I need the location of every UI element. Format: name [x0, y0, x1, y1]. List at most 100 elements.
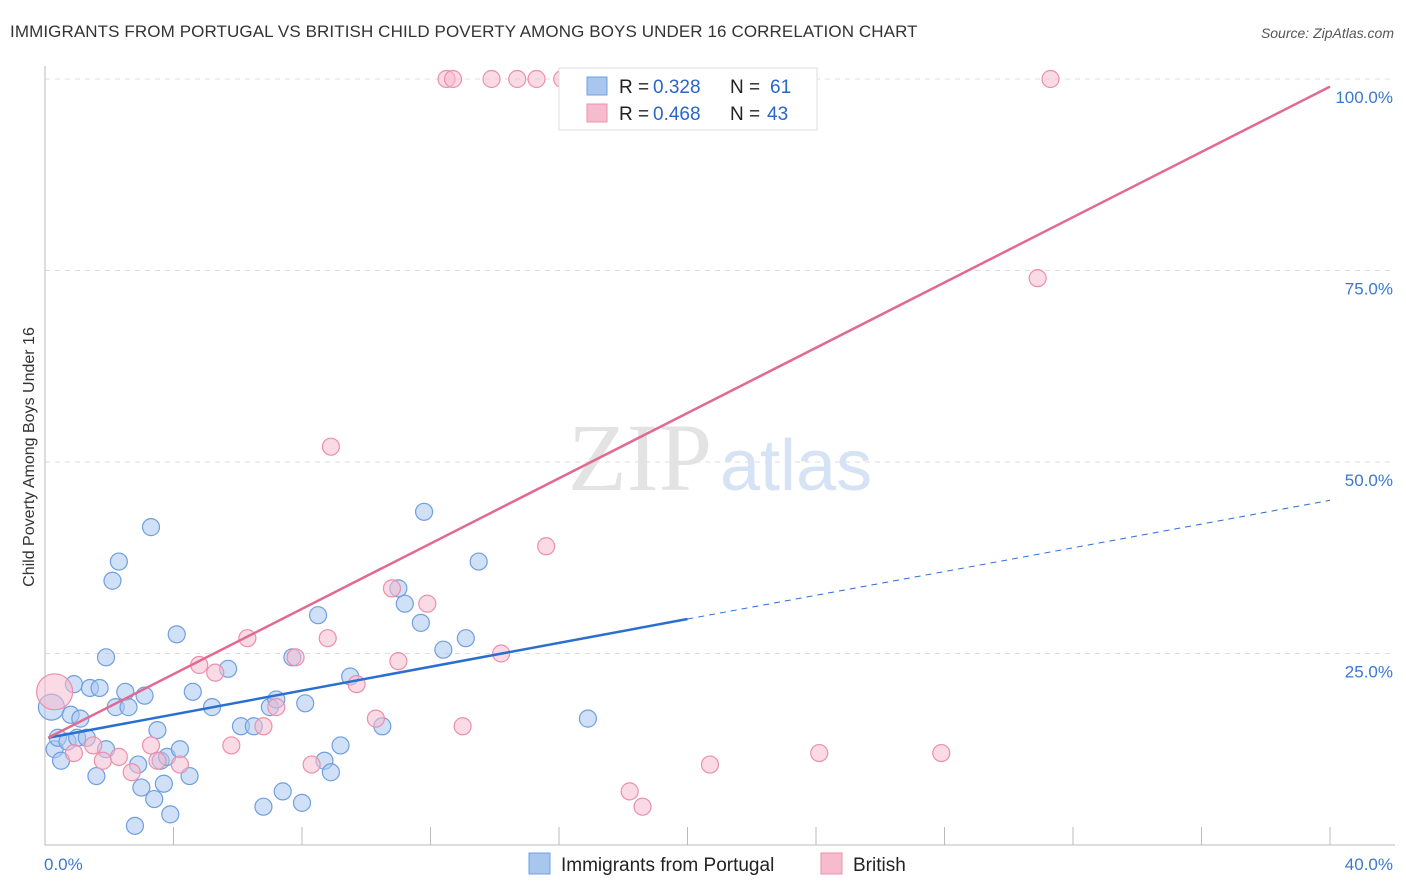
data-point-portugal — [145, 789, 164, 809]
data-point-british — [620, 782, 639, 801]
data-point-british — [206, 663, 225, 682]
data-point-portugal — [254, 797, 273, 816]
y-tick-label: 75.0% — [1345, 280, 1393, 299]
data-point-british — [366, 709, 385, 728]
data-point-british — [321, 437, 341, 456]
data-point-british — [36, 673, 74, 711]
data-point-portugal — [154, 774, 173, 793]
data-point-british — [633, 797, 652, 816]
data-point-portugal — [132, 778, 151, 797]
data-point-portugal — [141, 518, 161, 537]
data-point-british — [84, 736, 103, 755]
legend-r-value: 0.328 — [653, 77, 701, 98]
y-tick-label: 50.0% — [1345, 471, 1393, 490]
data-point-portugal — [414, 502, 434, 521]
data-point-portugal — [103, 571, 122, 590]
data-point-portugal — [119, 698, 138, 717]
data-point-portugal — [469, 552, 488, 571]
grid-layer — [45, 78, 1395, 654]
data-point-british — [537, 537, 556, 556]
data-point-british — [267, 698, 286, 717]
legend-swatch-blue — [586, 76, 608, 96]
bottom-legend-swatch-blue — [528, 852, 551, 875]
watermark: ZIP atlas — [568, 404, 872, 511]
y-axis-title: Child Poverty Among Boys Under 16 — [21, 327, 38, 587]
data-point-british — [932, 743, 951, 763]
data-point-british — [810, 743, 829, 763]
data-point-british — [1041, 69, 1060, 89]
data-point-portugal — [167, 625, 186, 644]
data-point-portugal — [148, 720, 167, 740]
data-point-portugal — [321, 763, 341, 782]
trend-line-portugal — [47, 617, 688, 739]
data-point-portugal — [183, 682, 202, 701]
axis-layer: 25.0% 50.0% 75.0% 100.0% 0.0% 40.0% — [44, 66, 1395, 874]
legend-n-value: 61 — [770, 77, 791, 98]
points-layer — [36, 69, 1060, 835]
data-point-portugal — [125, 816, 145, 835]
bottom-legend-label-british: British — [853, 855, 906, 876]
data-point-british — [64, 743, 84, 763]
data-point-british — [254, 717, 273, 736]
data-point-british — [443, 69, 463, 89]
trend-line-british — [47, 85, 1331, 739]
watermark-zip: ZIP — [568, 404, 712, 511]
y-tick-label: 25.0% — [1345, 663, 1393, 682]
data-point-british — [286, 648, 305, 667]
legend-r-value: 0.468 — [653, 104, 701, 125]
data-point-british — [170, 755, 190, 774]
data-point-british — [302, 755, 321, 774]
x-tick-label: 0.0% — [44, 855, 83, 874]
data-point-portugal — [170, 740, 190, 759]
watermark-atlas: atlas — [720, 426, 872, 506]
legend-n-label: N = — [730, 104, 760, 125]
data-point-portugal — [273, 782, 292, 801]
data-point-portugal — [292, 793, 312, 812]
data-point-portugal — [434, 640, 453, 659]
data-point-portugal — [411, 613, 430, 632]
data-point-british — [418, 594, 437, 613]
data-point-british — [93, 751, 112, 770]
trend-layer — [47, 85, 1331, 739]
data-point-portugal — [296, 694, 315, 713]
legend: R = 0.328 N = 61 R = 0.468 N = 43 — [558, 67, 818, 131]
legend-swatch-pink — [586, 103, 608, 123]
data-point-portugal — [578, 709, 598, 728]
data-point-portugal — [96, 648, 116, 667]
bottom-legend-label-portugal: Immigrants from Portugal — [561, 855, 774, 876]
data-point-british — [382, 579, 402, 598]
legend-r-label: R = — [619, 77, 649, 98]
data-point-british — [122, 763, 141, 782]
data-point-portugal — [109, 552, 128, 571]
data-point-british — [222, 736, 241, 755]
data-point-british — [700, 755, 720, 774]
x-tick-label: 40.0% — [1345, 855, 1393, 874]
data-point-british — [1028, 269, 1047, 288]
bottom-legend: Immigrants from Portugal British — [528, 852, 906, 876]
data-point-british — [389, 652, 408, 671]
data-point-british — [141, 736, 161, 755]
data-point-portugal — [87, 766, 106, 786]
bottom-legend-swatch-pink — [820, 852, 843, 875]
y-tick-label: 100.0% — [1335, 88, 1393, 107]
data-point-british — [109, 747, 128, 767]
chart-title: IMMIGRANTS FROM PORTUGAL VS BRITISH CHIL… — [10, 22, 918, 41]
data-point-british — [453, 717, 472, 736]
data-point-british — [508, 69, 527, 89]
data-point-british — [148, 751, 167, 770]
data-point-portugal — [308, 606, 328, 625]
legend-n-value: 43 — [767, 104, 788, 125]
chart-source: Source: ZipAtlas.com — [1260, 25, 1394, 41]
data-point-british — [527, 69, 546, 89]
legend-r-label: R = — [619, 104, 649, 125]
data-point-portugal — [395, 594, 414, 613]
trend-line-portugal-extension — [687, 499, 1331, 620]
data-point-portugal — [456, 629, 475, 648]
data-point-british — [318, 629, 337, 648]
data-point-portugal — [161, 805, 180, 824]
data-point-portugal — [331, 736, 350, 755]
data-point-portugal — [90, 678, 109, 698]
legend-n-label: N = — [730, 77, 760, 98]
data-point-british — [482, 69, 501, 89]
